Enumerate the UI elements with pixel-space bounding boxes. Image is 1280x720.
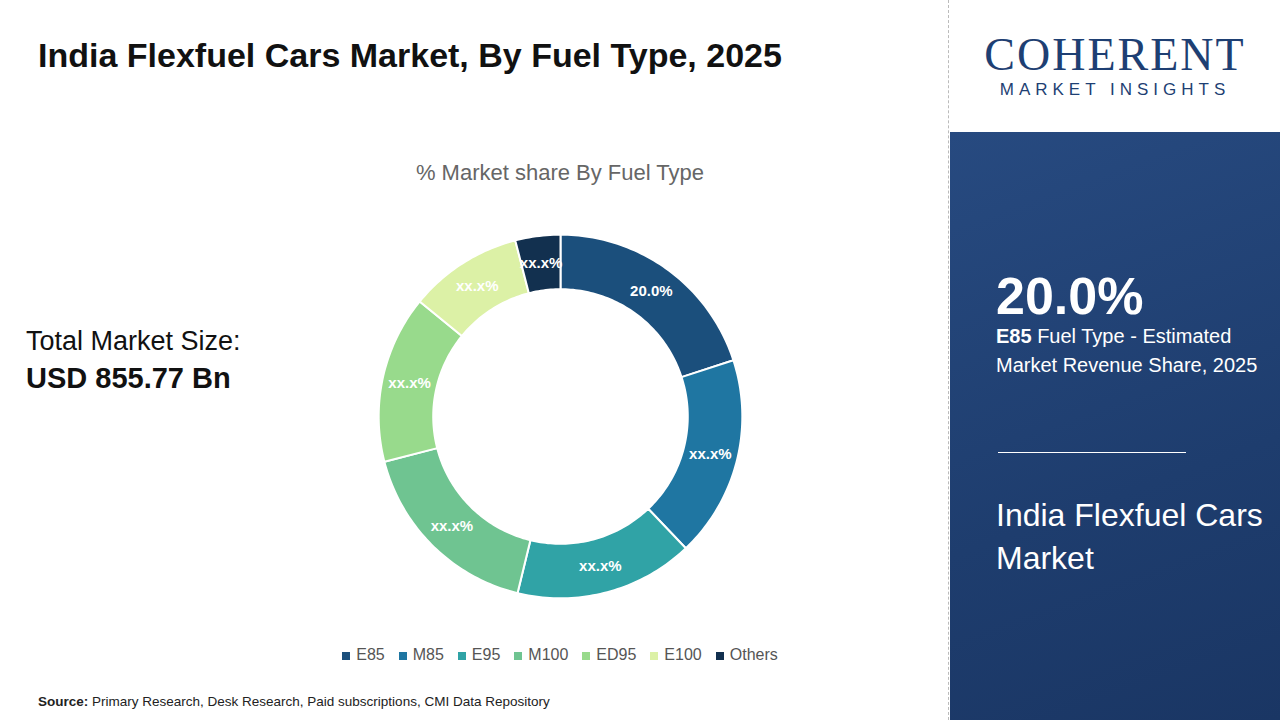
html-text:20.0%: 20.0% bbox=[996, 267, 1144, 325]
html-text:ED95: ED95 bbox=[596, 646, 637, 663]
svg-text:xx.x%: xx.x% bbox=[579, 557, 622, 574]
html-text:MARKET INSIGHTS: MARKET INSIGHTS bbox=[999, 80, 1231, 99]
html-text:M85: M85 bbox=[412, 646, 444, 663]
html-text:India Flexfuel Cars Market, By: India Flexfuel Cars Market, By Fuel Type… bbox=[38, 36, 782, 74]
html-text:E100: E100 bbox=[664, 646, 702, 663]
html-text:India Flexfuel Cars Market: India Flexfuel Cars Market bbox=[996, 497, 1263, 576]
svg-text:xx.x%: xx.x% bbox=[689, 445, 732, 462]
svg-text:xx.x%: xx.x% bbox=[520, 254, 563, 271]
html-text:Others: Others bbox=[729, 646, 778, 663]
svg-text:xx.x%: xx.x% bbox=[388, 374, 431, 391]
html-text:M100: M100 bbox=[528, 646, 569, 663]
svg-text:xx.x%: xx.x% bbox=[456, 277, 499, 294]
svg-text:xx.x%: xx.x% bbox=[431, 517, 474, 534]
html-text:E95: E95 bbox=[471, 646, 501, 663]
html-text:COHERENT: COHERENT bbox=[984, 29, 1246, 80]
html-text:Source: Primary Research, Desk: Source: Primary Research, Desk Research,… bbox=[38, 694, 550, 709]
html-text:% Market share By Fuel Type: % Market share By Fuel Type bbox=[415, 160, 705, 185]
html-text:E85: E85 bbox=[356, 646, 385, 663]
html-text:Total Market Size:: Total Market Size: bbox=[26, 326, 241, 356]
html-text:USD 855.77 Bn: USD 855.77 Bn bbox=[26, 362, 231, 394]
svg-text:20.0%: 20.0% bbox=[630, 282, 673, 299]
html-text:E85 Fuel Type - Estimated Mark: E85 Fuel Type - Estimated Market Revenue… bbox=[996, 325, 1258, 376]
